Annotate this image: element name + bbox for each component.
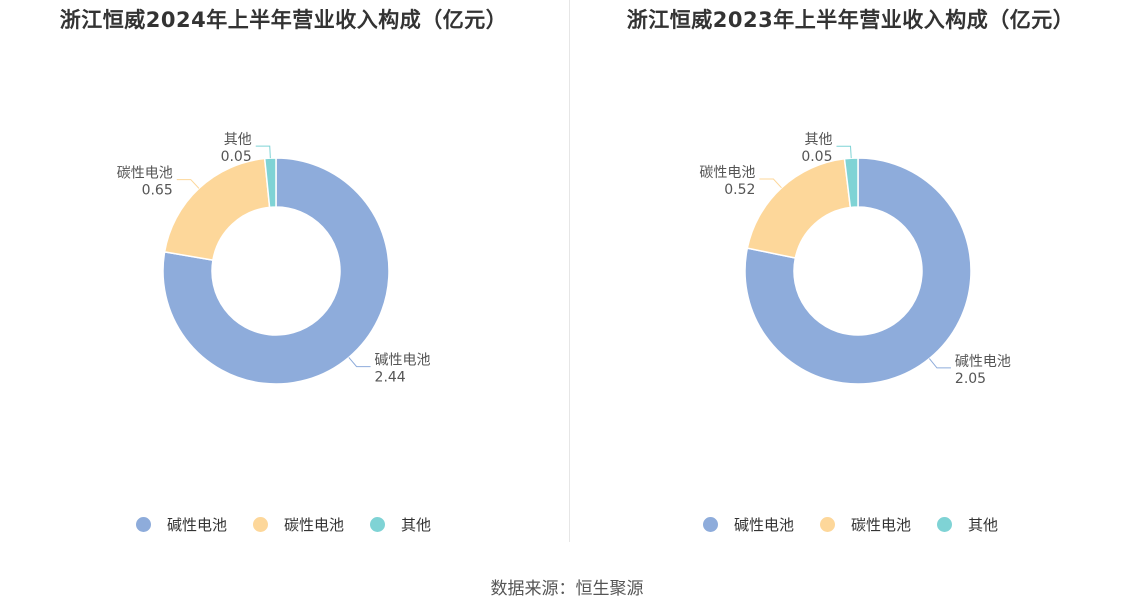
legend-swatch <box>702 517 718 532</box>
legend-item-alkaline[interactable]: 碱性电池 <box>135 514 227 535</box>
slice-label: 碳性电池 <box>117 166 173 182</box>
leader-line <box>836 145 852 159</box>
legend-label: 碱性电池 <box>733 516 794 534</box>
legend-item-carbon[interactable]: 碳性电池 <box>819 514 911 535</box>
slice-label: 其他 <box>805 132 833 148</box>
legend-swatch <box>370 517 385 532</box>
slice-label: 碱性电池 <box>955 354 1011 370</box>
slice-label: 碳性电池 <box>699 165 755 181</box>
legend-label: 其他 <box>401 516 432 534</box>
value-label: 0.52 <box>724 182 755 198</box>
leader-line <box>759 178 782 189</box>
legend-swatch <box>252 517 268 532</box>
legend-swatch <box>135 517 151 532</box>
legend-item-other[interactable]: 其他 <box>937 514 998 535</box>
slice-other <box>263 157 277 209</box>
value-label: 0.65 <box>142 183 173 199</box>
data-source: 数据来源：恒生聚源 <box>490 579 644 599</box>
legend: 碱性电池 碳性电池 其他 <box>567 514 1134 535</box>
legend-item-other[interactable]: 其他 <box>370 514 431 535</box>
slice-other <box>843 157 859 209</box>
slice-alkaline <box>162 157 390 385</box>
value-label: 0.05 <box>221 149 252 165</box>
value-label: 2.05 <box>955 371 986 387</box>
value-label: 0.05 <box>801 149 832 165</box>
slice-alkaline <box>744 157 972 385</box>
chart-title: 浙江恒威2023年上半年营业收入构成（亿元） <box>626 8 1075 32</box>
slice-carbon <box>163 157 271 262</box>
legend-label: 碳性电池 <box>283 516 344 534</box>
legend-swatch <box>937 517 952 532</box>
panel-divider <box>569 0 570 542</box>
chart-panel-2023: 浙江恒威2023年上半年营业收入构成（亿元） 碱性电池 2.05 碳性电池 0.52 其… <box>567 0 1134 560</box>
slice-label: 其他 <box>224 132 252 148</box>
slice-carbon <box>746 157 852 259</box>
leader-line <box>348 357 371 368</box>
legend-label: 碱性电池 <box>166 516 227 534</box>
leader-line <box>255 145 271 159</box>
legend-item-alkaline[interactable]: 碱性电池 <box>702 514 794 535</box>
value-label: 2.44 <box>375 370 406 386</box>
legend-swatch <box>819 517 835 532</box>
legend-label: 碳性电池 <box>850 516 911 534</box>
leader-line <box>176 179 200 189</box>
legend: 碱性电池 碳性电池 其他 <box>0 514 567 535</box>
legend-item-carbon[interactable]: 碳性电池 <box>252 514 344 535</box>
chart-title: 浙江恒威2024年上半年营业收入构成（亿元） <box>59 8 508 32</box>
chart-panel-2024: 浙江恒威2024年上半年营业收入构成（亿元） 碱性电池 2.44 碳性电池 0.65 其… <box>0 0 567 560</box>
legend-label: 其他 <box>968 516 999 534</box>
leader-line <box>928 358 951 369</box>
slice-label: 碱性电池 <box>375 353 431 369</box>
